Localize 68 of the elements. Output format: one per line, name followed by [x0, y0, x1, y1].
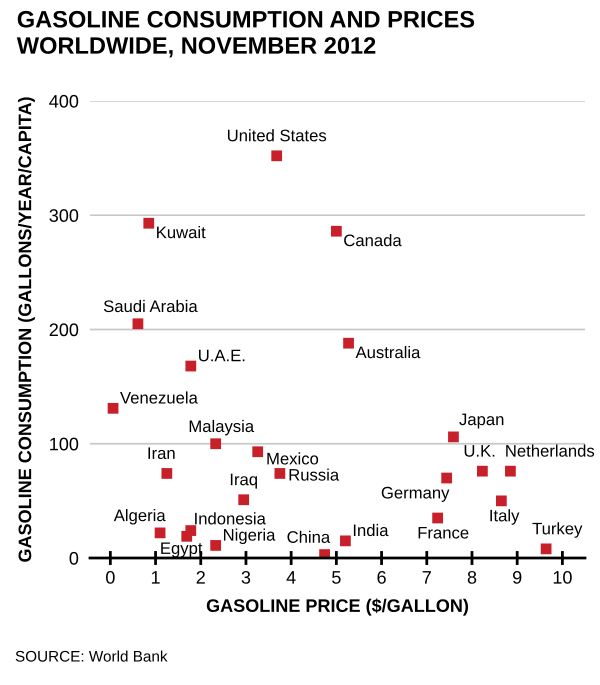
annotation: Netherlands — [506, 444, 594, 457]
x-tick-label: 3 — [242, 570, 250, 584]
annotation: U.A.E. — [199, 350, 244, 362]
x-tick-label: 6 — [377, 570, 386, 584]
annotation: China — [287, 530, 330, 543]
annotation: Indonesia — [195, 512, 266, 525]
y-axis-title: GASOLINE CONSUMPTION (GALLONS/YEAR/CAPITA) — [18, 97, 35, 562]
point — [448, 432, 459, 442]
y-tick-label: 100 — [50, 438, 78, 450]
annotation: Iraq — [230, 474, 257, 489]
point — [161, 468, 172, 479]
point — [108, 402, 118, 414]
point — [132, 318, 144, 330]
point — [340, 535, 351, 546]
point — [210, 438, 222, 450]
annotation: U.K. — [464, 445, 494, 457]
point — [477, 466, 488, 477]
annotation: United States — [228, 129, 326, 142]
x-tick-label: 4 — [286, 571, 296, 584]
x-tick-label: 7 — [422, 571, 431, 584]
point — [143, 218, 154, 229]
x-tick-label: 1 — [152, 571, 160, 584]
y-tick-label: 300 — [49, 209, 78, 222]
x-tick-label: 10 — [554, 570, 572, 584]
annotation: Turkey — [532, 522, 582, 538]
annotation: Nigeria — [224, 528, 276, 544]
point — [210, 540, 222, 551]
annotation: Kuwait — [157, 226, 206, 238]
point — [330, 226, 342, 237]
annotation: Germany — [382, 486, 450, 502]
source-note: SOURCE: World Bank — [16, 650, 168, 662]
point — [185, 360, 196, 372]
annotation: Australia — [356, 346, 420, 358]
point — [505, 466, 516, 477]
point — [181, 530, 192, 542]
point — [441, 472, 452, 484]
point — [271, 150, 282, 162]
x-tick-label: 0 — [106, 570, 115, 584]
point — [252, 446, 264, 458]
point — [343, 338, 354, 349]
x-tick-label: 9 — [513, 570, 522, 584]
x-axis-title: GASOLINE PRICE ($/GALLON) — [206, 598, 468, 616]
annotation: India — [354, 524, 388, 536]
annotation: Canada — [344, 234, 402, 246]
x-tick-label: 5 — [332, 571, 341, 584]
y-tick-label: 0 — [70, 552, 78, 565]
x-tick-label: 8 — [468, 570, 476, 584]
annotation: Iran — [148, 447, 175, 460]
annotation: Algeria — [114, 508, 166, 525]
point — [274, 468, 286, 479]
annotation: France — [418, 526, 468, 539]
point — [154, 527, 166, 538]
y-tick-label: 400 — [49, 94, 78, 108]
chart-title: GASOLINE CONSUMPTION AND PRICES WORLDWIDE, NOVEMBER 2012 — [16, 10, 474, 58]
y-tick-label: 200 — [50, 323, 78, 336]
annotation: Malaysia — [190, 420, 254, 436]
point — [432, 512, 444, 524]
point — [496, 495, 507, 506]
annotation: Venezuela — [120, 391, 198, 404]
annotation: Italy — [490, 509, 520, 525]
annotation: Russia — [290, 468, 340, 481]
point — [540, 543, 552, 554]
point — [238, 494, 250, 506]
annotation: Egypt — [161, 542, 202, 558]
x-tick-label: 2 — [196, 570, 205, 584]
annotation: Japan — [459, 414, 504, 429]
annotation: Mexico — [267, 452, 318, 465]
annotation: Saudi Arabia — [104, 300, 198, 312]
